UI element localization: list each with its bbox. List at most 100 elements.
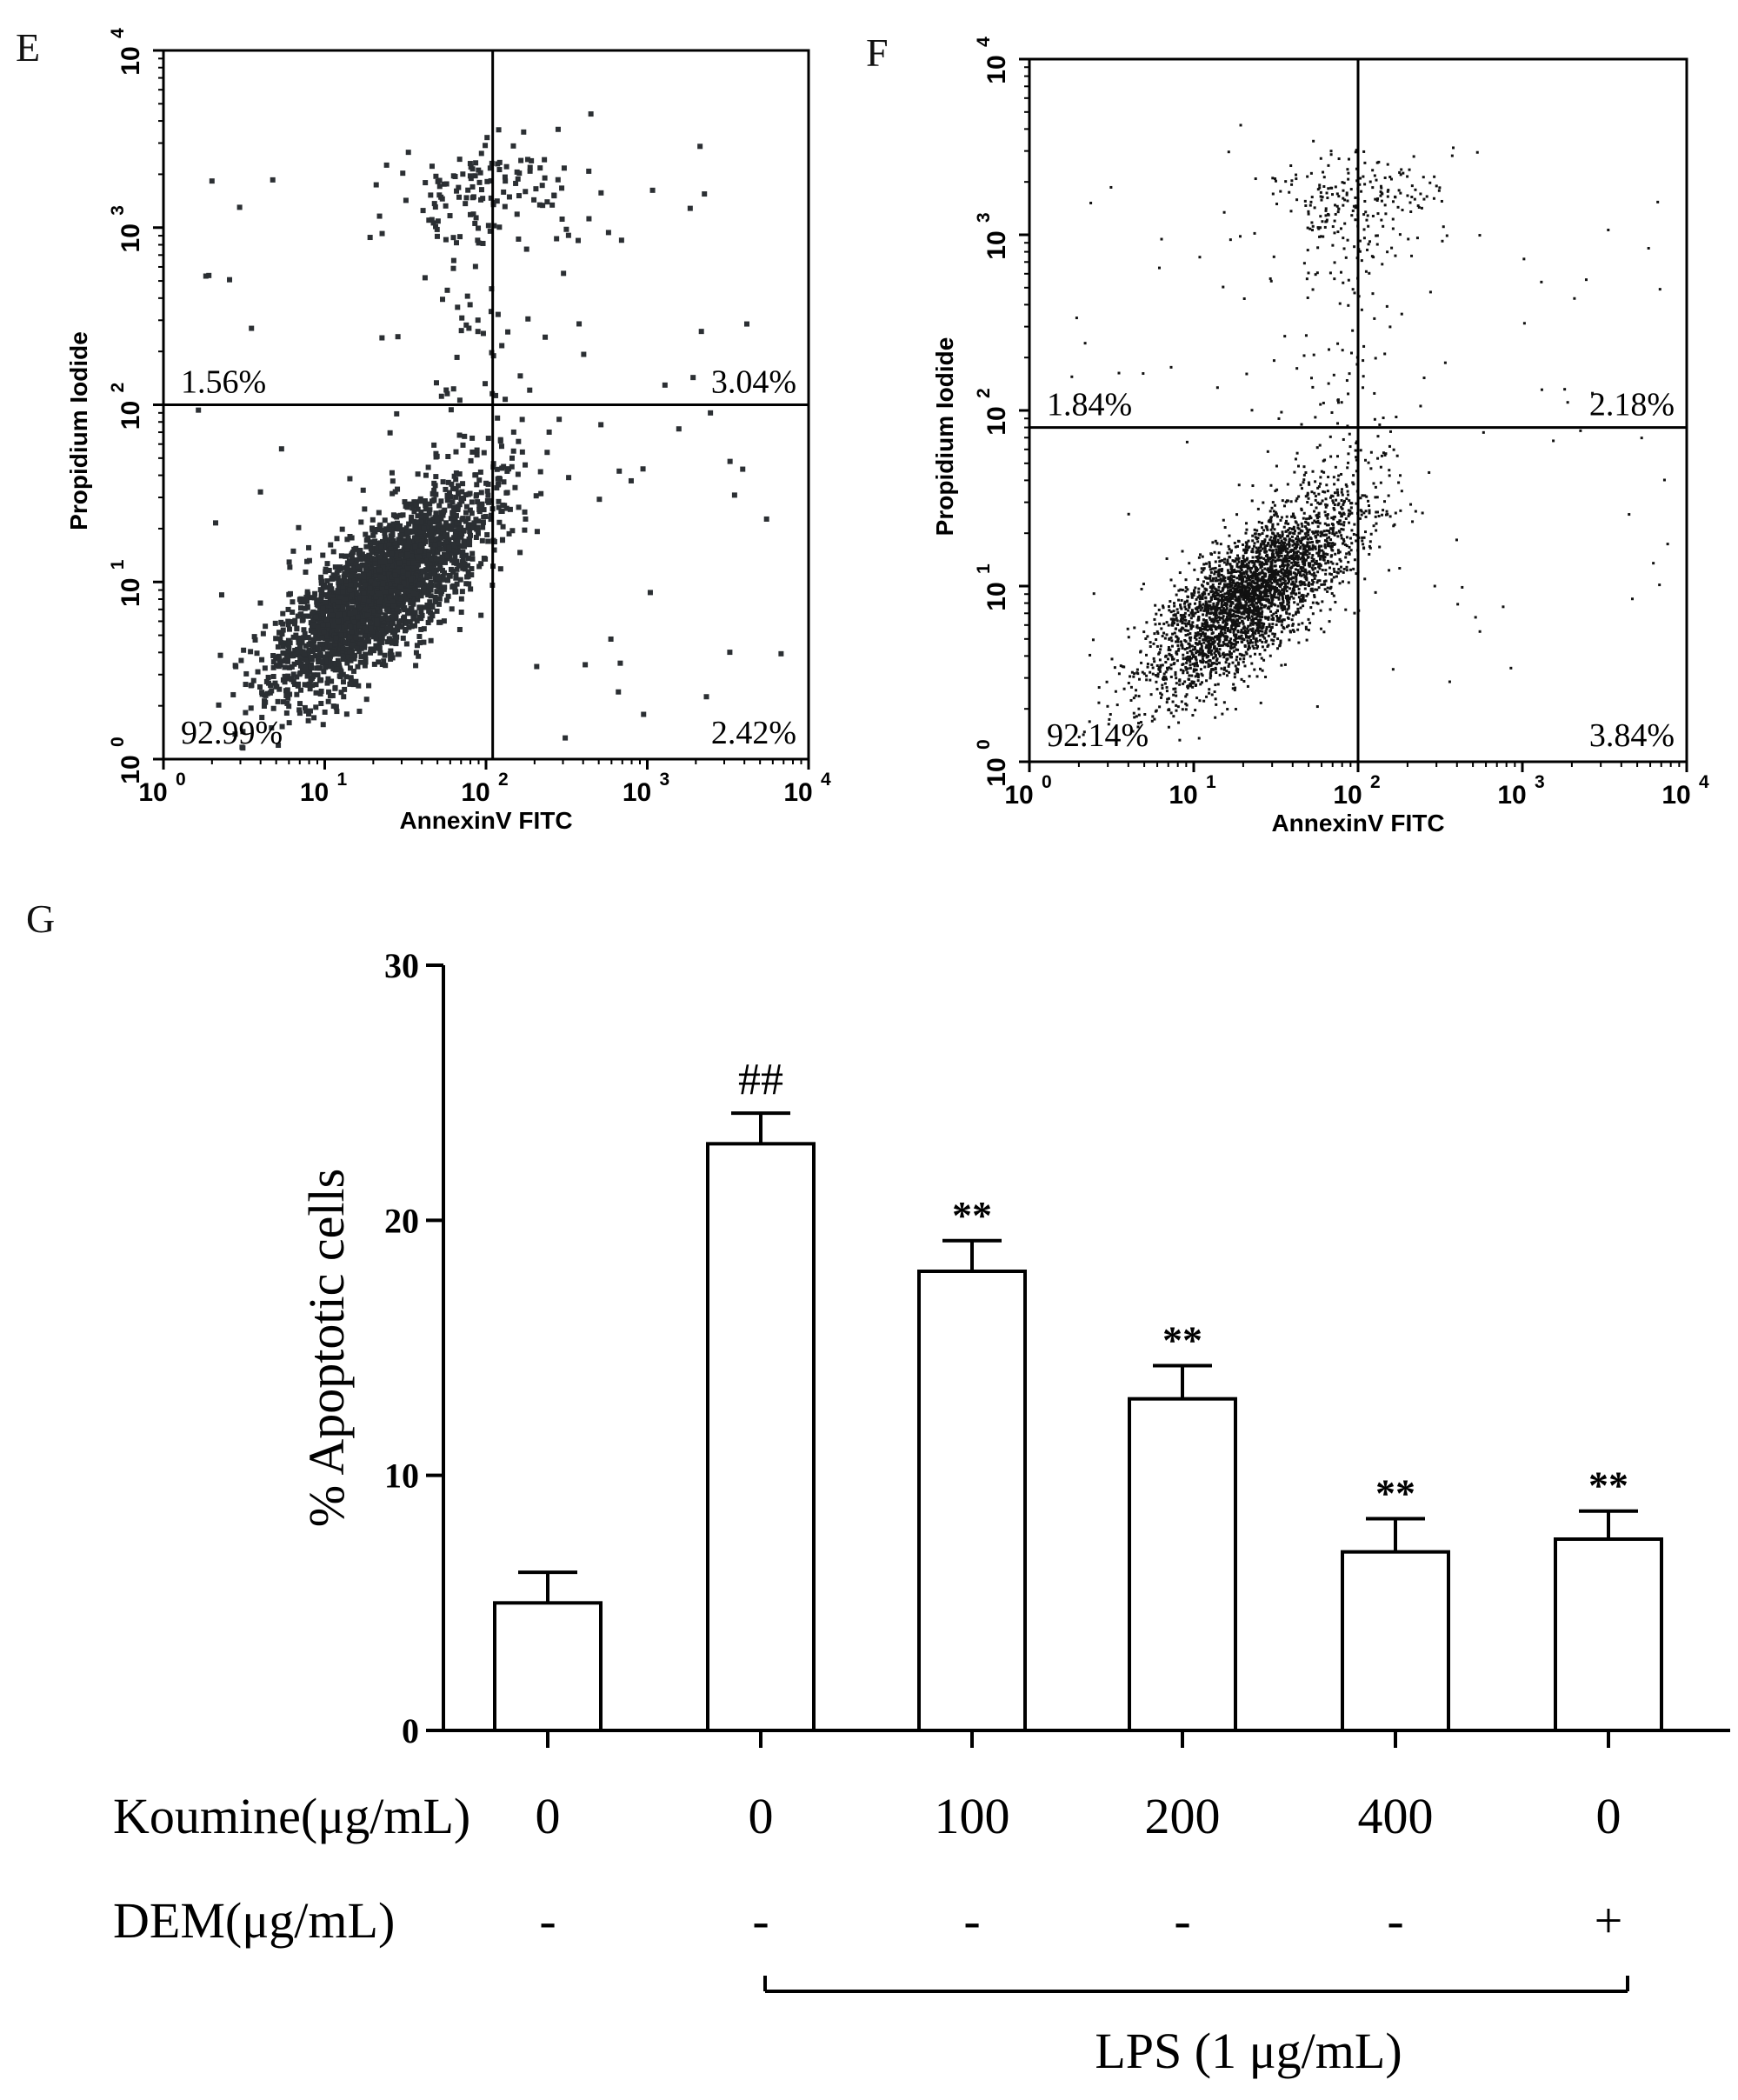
scatter-point — [367, 620, 373, 626]
scatter-point — [379, 527, 385, 533]
scatter-point — [1191, 655, 1195, 658]
scatter-point — [331, 590, 337, 596]
scatter-point — [514, 211, 520, 217]
scatter-point — [1179, 668, 1182, 671]
scatter-point — [1332, 517, 1335, 521]
scatter-point — [1221, 559, 1224, 563]
scatter-point — [285, 637, 291, 643]
scatter-point — [284, 657, 290, 663]
scatter-point — [531, 197, 537, 203]
scatter-point — [1274, 576, 1277, 579]
scatter-point — [1238, 585, 1242, 589]
scatter-point — [276, 743, 282, 749]
scatter-point — [396, 538, 402, 544]
scatter-point — [340, 653, 346, 659]
scatter-point — [465, 573, 471, 579]
scatter-point — [383, 526, 390, 532]
scatter-point — [240, 729, 246, 735]
scatter-point — [350, 599, 356, 605]
scatter-point — [449, 486, 456, 492]
scatter-point — [598, 190, 604, 196]
scatter-point — [320, 552, 326, 558]
scatter-point — [463, 510, 469, 516]
scatter-point — [437, 546, 443, 552]
scatter-point — [320, 646, 326, 652]
scatter-point — [431, 442, 437, 448]
scatter-point — [506, 194, 512, 200]
scatter-point — [414, 578, 420, 584]
scatter-point — [444, 535, 450, 541]
scatter-point — [444, 494, 450, 500]
scatter-point — [236, 204, 243, 210]
scatter-point — [430, 603, 436, 610]
scatter-point — [1348, 545, 1351, 549]
scatter-point — [450, 547, 456, 553]
scatter-point — [363, 624, 369, 630]
scatter-point — [510, 429, 516, 435]
scatter-point — [1223, 631, 1227, 635]
scatter-point — [426, 217, 432, 223]
scatter-point — [1167, 646, 1170, 650]
scatter-point — [282, 679, 288, 685]
scatter-point — [381, 575, 387, 581]
scatter-point — [351, 588, 357, 594]
scatter-point — [456, 397, 463, 403]
scatter-point — [1129, 685, 1133, 689]
scatter-point — [296, 710, 303, 717]
scatter-point — [1215, 650, 1219, 653]
scatter-point — [295, 660, 301, 666]
scatter-point — [445, 454, 451, 460]
scatter-point — [581, 351, 587, 357]
scatter-point — [274, 683, 280, 690]
scatter-point — [1388, 515, 1392, 518]
scatter-point — [1276, 523, 1280, 526]
scatter-point — [1274, 603, 1277, 607]
scatter-point — [1238, 570, 1242, 573]
scatter-point — [1226, 708, 1229, 711]
scatter-point — [445, 479, 451, 485]
scatter-point — [298, 605, 304, 611]
scatter-point — [1316, 525, 1320, 529]
scatter-point — [479, 503, 485, 509]
scatter-point — [1251, 534, 1255, 537]
scatter-point — [363, 659, 369, 665]
scatter-point — [413, 663, 419, 669]
scatter-point — [588, 111, 594, 117]
scatter-point — [1322, 490, 1325, 493]
scatter-point — [1246, 548, 1249, 551]
scatter-point — [1234, 643, 1237, 646]
scatter-point — [423, 506, 429, 512]
scatter-point — [366, 683, 372, 689]
scatter-point — [325, 676, 331, 682]
scatter-point — [1326, 553, 1329, 557]
scatter-point — [1311, 540, 1315, 543]
scatter-point — [1145, 653, 1149, 657]
scatter-point — [1233, 634, 1236, 637]
scatter-point — [1313, 577, 1316, 580]
scatter-point — [1131, 730, 1135, 733]
scatter-point — [1330, 578, 1334, 582]
scatter-point — [1367, 499, 1370, 503]
scatter-point — [316, 641, 323, 647]
scatter-point — [416, 614, 423, 620]
scatter-point — [389, 574, 395, 580]
scatter-point — [469, 572, 475, 578]
scatter-point — [347, 587, 353, 593]
scatter-point — [337, 592, 343, 598]
scatter-point — [437, 535, 443, 541]
scatter-point — [1217, 582, 1221, 585]
scatter-point — [333, 703, 339, 710]
scatter-point — [352, 652, 358, 658]
scatter-point — [484, 531, 490, 537]
scatter-point — [517, 373, 523, 379]
scatter-point — [1303, 587, 1307, 590]
scatter-point — [415, 513, 421, 519]
scatter-point — [330, 660, 336, 666]
scatter-point — [356, 649, 363, 655]
scatter-point — [1358, 517, 1362, 520]
scatter-point — [1194, 586, 1197, 590]
scatter-point — [343, 553, 350, 559]
scatter-point — [409, 550, 415, 556]
scatter-point — [1266, 450, 1269, 453]
scatter-point — [1316, 521, 1320, 524]
